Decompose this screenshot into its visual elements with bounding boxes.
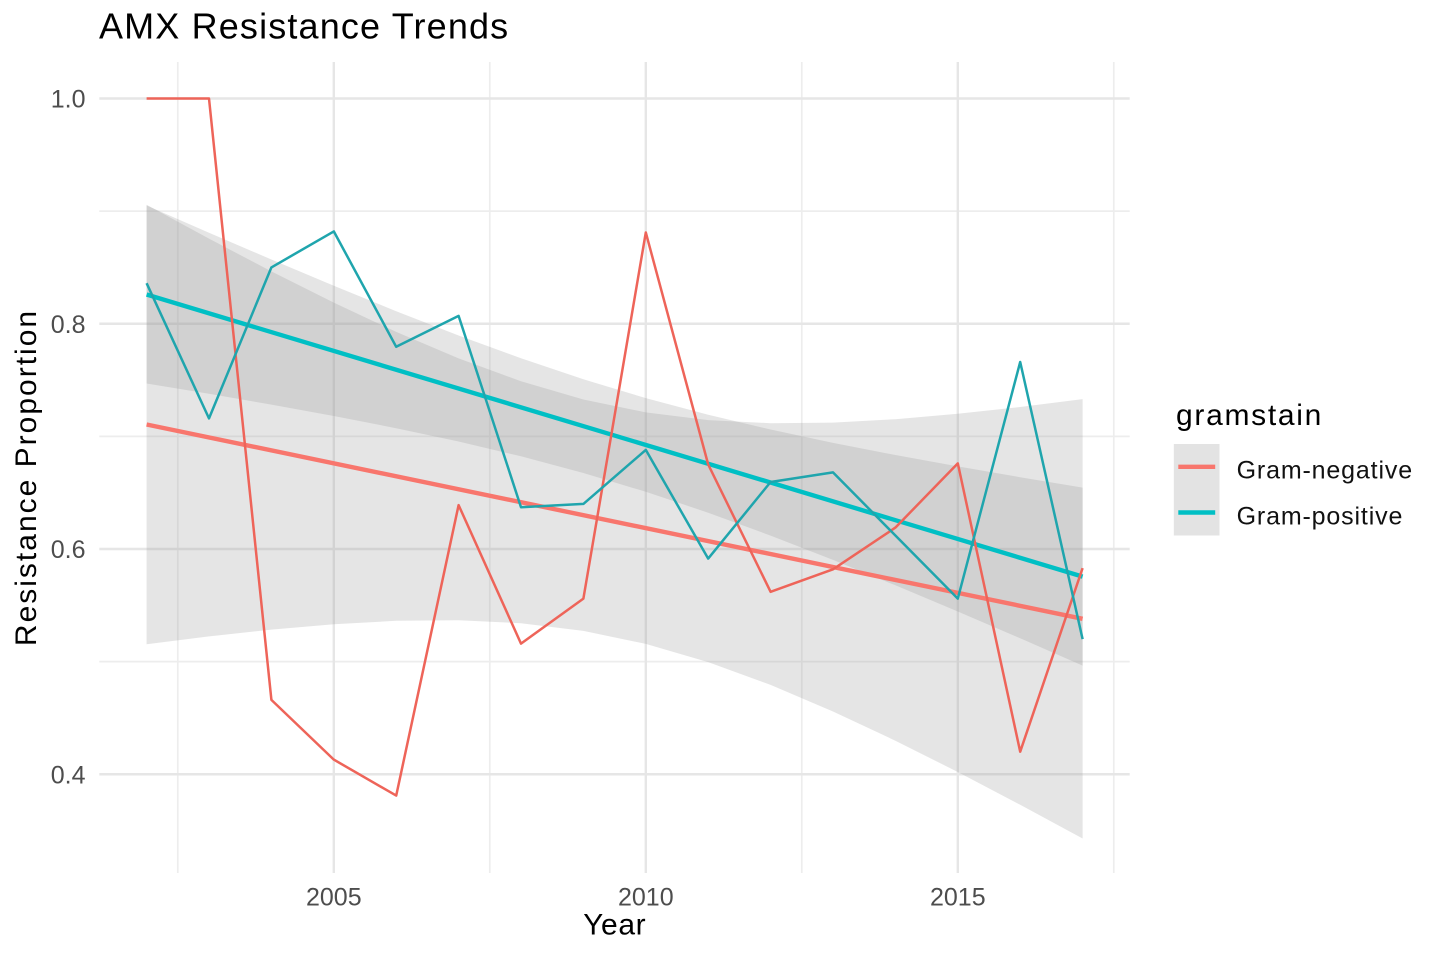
svg-text:Gram-positive: Gram-positive [1237,503,1404,531]
svg-text:Resistance Proportion: Resistance Proportion [10,309,43,646]
svg-text:Gram-negative: Gram-negative [1237,457,1413,485]
svg-text:0.6: 0.6 [51,536,86,564]
svg-text:2005: 2005 [306,884,362,912]
svg-text:gramstain: gramstain [1176,399,1323,432]
svg-text:2015: 2015 [930,884,986,912]
svg-text:0.8: 0.8 [51,311,86,339]
svg-text:Year: Year [583,909,646,942]
svg-text:1.0: 1.0 [51,86,86,114]
svg-text:0.4: 0.4 [51,761,86,789]
svg-text:AMX Resistance Trends: AMX Resistance Trends [99,6,509,47]
svg-text:2010: 2010 [618,884,674,912]
